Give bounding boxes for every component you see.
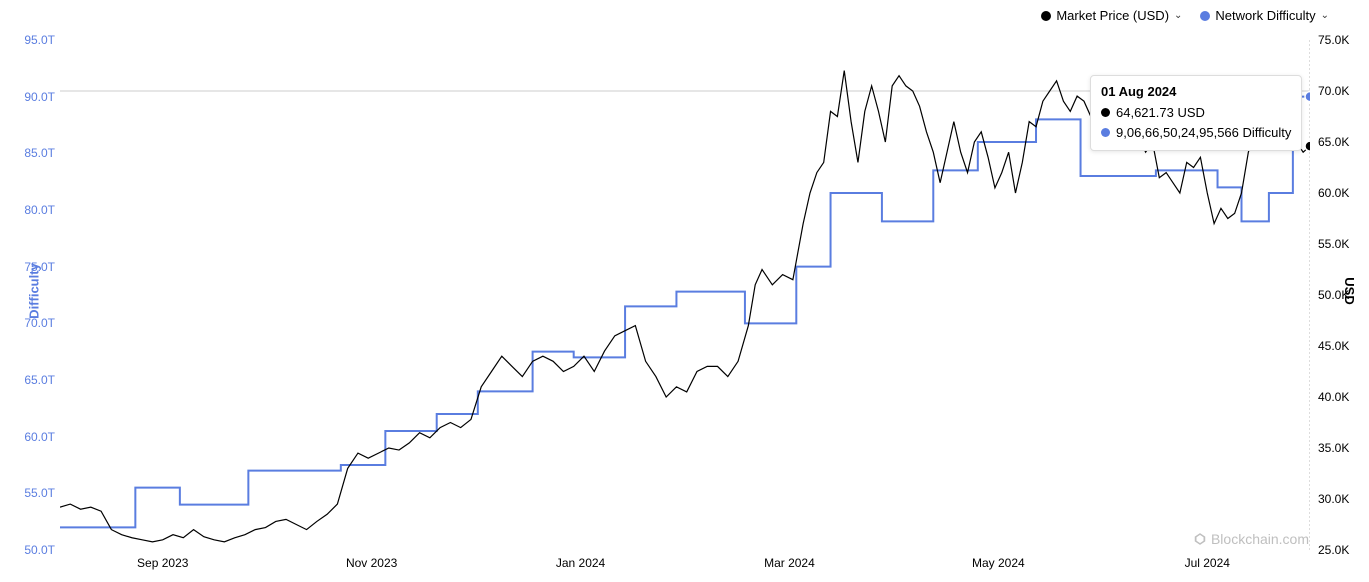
tooltip-dot-difficulty [1101,128,1110,137]
y-left-tick: 90.0T [15,90,55,104]
x-tick: Mar 2024 [764,556,815,570]
legend-swatch-price [1041,11,1051,21]
chart-container: Market Price (USD) ⌄ Network Difficulty … [0,0,1369,582]
x-tick: Jan 2024 [556,556,605,570]
y-left-tick: 75.0T [15,260,55,274]
blockchain-icon [1193,532,1207,546]
y-right-tick: 50.0K [1318,288,1358,302]
legend-label-price: Market Price (USD) [1056,8,1169,23]
legend-swatch-difficulty [1200,11,1210,21]
x-tick: Nov 2023 [346,556,397,570]
y-right-tick: 40.0K [1318,390,1358,404]
x-tick: Sep 2023 [137,556,188,570]
y-right-tick: 35.0K [1318,441,1358,455]
watermark-text: Blockchain.com [1211,531,1309,547]
y-left-tick: 65.0T [15,373,55,387]
y-right-tick: 55.0K [1318,237,1358,251]
legend-label-difficulty: Network Difficulty [1215,8,1315,23]
watermark: Blockchain.com [1193,531,1309,547]
y-right-tick: 25.0K [1318,543,1358,557]
y-right-tick: 30.0K [1318,492,1358,506]
tooltip-row-price: 64,621.73 USD [1101,103,1291,123]
y-left-tick: 60.0T [15,430,55,444]
legend-item-price[interactable]: Market Price (USD) ⌄ [1041,8,1182,23]
tooltip-value-price: 64,621.73 USD [1116,103,1205,123]
tooltip-value-difficulty: 9,06,66,50,24,95,566 Difficulty [1116,123,1291,143]
tooltip-title: 01 Aug 2024 [1101,84,1291,99]
chart-legend: Market Price (USD) ⌄ Network Difficulty … [1041,8,1329,23]
chart-tooltip: 01 Aug 2024 64,621.73 USD 9,06,66,50,24,… [1090,75,1302,151]
legend-item-difficulty[interactable]: Network Difficulty ⌄ [1200,8,1329,23]
y-left-tick: 80.0T [15,203,55,217]
y-right-tick: 75.0K [1318,33,1358,47]
x-tick: May 2024 [972,556,1025,570]
y-right-tick: 65.0K [1318,135,1358,149]
y-left-tick: 50.0T [15,543,55,557]
y-right-tick: 60.0K [1318,186,1358,200]
y-left-tick: 95.0T [15,33,55,47]
y-right-tick: 70.0K [1318,84,1358,98]
chevron-down-icon: ⌄ [1321,10,1329,21]
x-tick: Jul 2024 [1185,556,1230,570]
tooltip-dot-price [1101,108,1110,117]
chevron-down-icon: ⌄ [1174,10,1182,21]
y-left-tick: 55.0T [15,486,55,500]
y-left-tick: 70.0T [15,316,55,330]
y-left-tick: 85.0T [15,146,55,160]
y-right-tick: 45.0K [1318,339,1358,353]
tooltip-row-difficulty: 9,06,66,50,24,95,566 Difficulty [1101,123,1291,143]
